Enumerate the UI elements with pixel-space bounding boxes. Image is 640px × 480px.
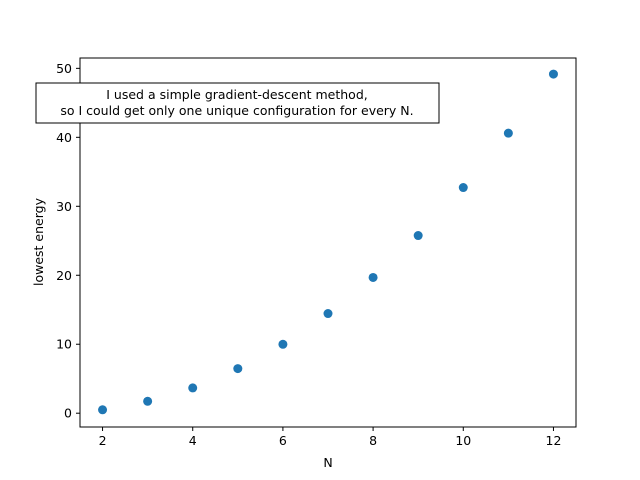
y-axis-label: lowest energy — [31, 197, 46, 286]
y-tick-label: 10 — [56, 337, 72, 352]
data-point — [233, 364, 243, 374]
data-point — [98, 405, 108, 415]
y-tick-label: 40 — [56, 130, 72, 145]
x-tick-label: 4 — [189, 433, 197, 448]
annotation-box: I used a simple gradient-descent method,… — [35, 82, 440, 124]
y-tick-label: 50 — [56, 61, 72, 76]
x-tick-label: 2 — [99, 433, 107, 448]
y-axis-ticks: 0 10 20 30 40 50 — [56, 61, 80, 421]
x-tick-label: 8 — [369, 433, 377, 448]
x-tick-label: 12 — [546, 433, 562, 448]
plot-area — [79, 57, 577, 428]
data-point — [413, 231, 423, 241]
x-tick-label: 10 — [455, 433, 471, 448]
axes-frame — [79, 57, 577, 428]
x-axis-label: N — [323, 455, 332, 470]
y-tick-label: 0 — [64, 406, 72, 421]
annotation-line-1: I used a simple gradient-descent method, — [106, 87, 367, 102]
data-point — [548, 69, 558, 79]
data-point — [143, 396, 153, 406]
scatter-series — [98, 69, 558, 415]
data-point — [503, 128, 513, 138]
y-tick-label: 30 — [56, 199, 72, 214]
data-point — [368, 272, 378, 282]
data-point — [278, 339, 288, 349]
data-point — [323, 309, 333, 319]
x-axis-ticks: 2 4 6 8 10 12 — [99, 427, 562, 448]
y-tick-label: 20 — [56, 268, 72, 283]
data-point — [458, 183, 468, 193]
annotation-line-2: so I could get only one unique configura… — [60, 103, 413, 118]
data-point — [188, 383, 198, 393]
annotation-frame — [35, 82, 440, 124]
x-tick-label: 6 — [279, 433, 287, 448]
